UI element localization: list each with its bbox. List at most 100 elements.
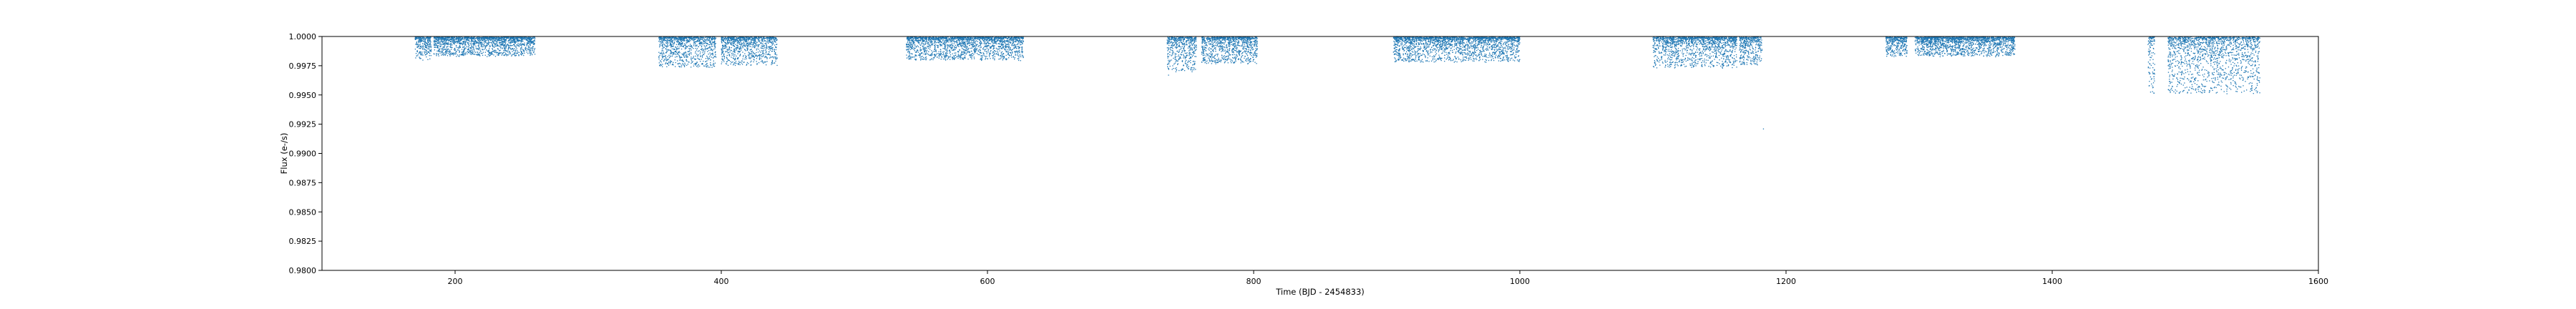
data-point xyxy=(952,39,954,41)
data-point xyxy=(906,49,907,50)
data-point xyxy=(447,39,448,40)
data-point xyxy=(913,42,914,44)
data-point xyxy=(696,37,698,39)
data-point xyxy=(672,41,673,44)
data-point xyxy=(739,44,741,45)
data-point xyxy=(992,44,993,46)
data-point xyxy=(457,47,459,49)
data-point xyxy=(512,48,514,49)
data-point xyxy=(684,47,686,49)
data-point xyxy=(721,45,723,46)
data-point xyxy=(1015,36,1017,38)
data-point xyxy=(477,36,479,38)
data-point xyxy=(464,36,466,38)
data-point xyxy=(450,43,452,44)
data-point xyxy=(973,58,975,59)
data-point xyxy=(439,42,441,44)
data-point xyxy=(463,46,464,48)
data-point xyxy=(685,52,686,54)
data-point xyxy=(451,39,452,41)
data-point xyxy=(667,49,668,50)
data-point xyxy=(444,42,445,44)
data-point xyxy=(753,46,755,48)
data-point xyxy=(937,44,939,46)
data-point xyxy=(955,36,957,38)
data-point xyxy=(439,52,441,54)
data-point xyxy=(668,37,669,39)
data-point xyxy=(436,44,438,46)
data-point xyxy=(460,40,462,41)
data-point xyxy=(475,47,477,49)
data-point xyxy=(670,43,672,44)
data-point xyxy=(739,41,741,44)
data-point xyxy=(419,39,421,41)
data-point xyxy=(975,50,977,52)
data-point xyxy=(964,46,965,48)
data-point xyxy=(494,37,496,39)
data-point xyxy=(703,65,705,67)
data-point xyxy=(927,39,929,40)
data-point xyxy=(756,45,757,46)
data-point xyxy=(525,38,527,39)
data-point xyxy=(698,50,700,52)
data-point xyxy=(460,54,462,56)
data-point xyxy=(711,39,713,41)
data-point xyxy=(731,52,733,54)
data-point xyxy=(472,53,473,54)
data-point xyxy=(751,55,752,57)
data-point xyxy=(520,41,522,43)
data-point xyxy=(683,37,685,39)
data-point xyxy=(737,46,738,48)
data-point xyxy=(918,54,919,56)
data-point xyxy=(973,41,975,44)
data-point xyxy=(489,39,492,41)
data-point xyxy=(500,38,502,39)
data-point xyxy=(531,38,532,39)
data-point xyxy=(419,36,421,38)
data-point xyxy=(753,39,755,41)
data-point xyxy=(712,37,713,39)
data-point xyxy=(1022,41,1023,43)
data-point xyxy=(731,54,733,56)
data-point xyxy=(1005,37,1006,39)
data-point xyxy=(663,36,665,38)
data-point xyxy=(707,65,708,67)
data-point xyxy=(670,50,672,52)
data-point xyxy=(947,41,949,43)
data-point xyxy=(729,41,731,43)
data-point xyxy=(434,36,436,39)
data-point xyxy=(512,36,514,38)
data-point xyxy=(659,39,660,41)
data-point xyxy=(469,53,471,54)
data-point xyxy=(689,36,691,38)
data-point xyxy=(510,49,512,50)
data-point xyxy=(706,60,708,62)
data-point xyxy=(665,37,667,39)
data-point xyxy=(1018,47,1020,49)
data-point xyxy=(987,41,988,44)
data-point xyxy=(424,44,426,46)
data-point xyxy=(477,49,479,51)
data-point xyxy=(971,55,972,57)
data-point xyxy=(429,36,431,38)
data-point xyxy=(525,49,527,50)
data-point xyxy=(677,48,678,49)
data-point xyxy=(950,37,952,39)
data-point xyxy=(751,52,753,54)
data-point xyxy=(697,55,698,57)
data-point xyxy=(767,54,769,55)
data-point xyxy=(468,40,469,41)
data-point xyxy=(499,52,501,54)
data-point xyxy=(498,54,499,56)
data-point xyxy=(666,50,668,52)
data-point xyxy=(914,47,916,49)
data-point xyxy=(661,42,663,44)
data-point xyxy=(442,46,444,48)
data-point xyxy=(533,50,535,52)
data-point xyxy=(660,36,662,38)
data-point xyxy=(733,39,735,41)
data-point xyxy=(983,43,985,44)
data-point xyxy=(709,44,711,46)
data-point xyxy=(752,44,753,46)
